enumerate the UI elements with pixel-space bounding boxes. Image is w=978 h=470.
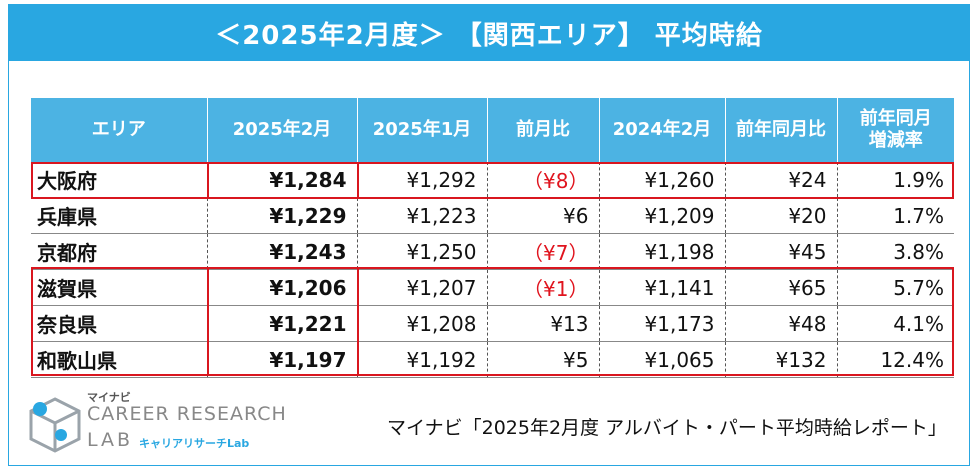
logo-kana-text: キャリアリサーチLab	[139, 437, 250, 450]
cell-yoy: ¥45	[725, 233, 838, 270]
cell-yoy-rate: 12.4%	[837, 341, 954, 378]
table-header-row: エリア 2025年2月 2025年1月 前月比 2024年2月 前年同月比 前年…	[31, 98, 954, 162]
cell-yoy-rate: 1.9%	[837, 162, 954, 198]
cell-yoy: ¥132	[725, 341, 838, 378]
cell-feb2025: ¥1,197	[207, 341, 358, 378]
table-row: 奈良県 ¥1,221 ¥1,208 ¥13 ¥1,173 ¥48 4.1%	[31, 305, 954, 342]
table-row: 和歌山県 ¥1,197 ¥1,192 ¥5 ¥1,065 ¥132 12.4%	[31, 341, 954, 378]
cell-feb2025: ¥1,229	[207, 197, 358, 234]
logo-lab-text: LAB	[87, 429, 134, 451]
cell-jan2025: ¥1,292	[357, 162, 488, 198]
cell-area: 滋賀県	[31, 269, 208, 306]
logo-brand-text: マイナビ	[87, 391, 131, 404]
cell-area: 京都府	[31, 233, 208, 270]
cell-yoy-rate: 5.7%	[837, 269, 954, 306]
table-row: 兵庫県 ¥1,229 ¥1,223 ¥6 ¥1,209 ¥20 1.7%	[31, 197, 954, 234]
career-research-lab-logo: マイナビ CAREER RESEARCH LAB キャリアリサーチLab	[27, 389, 287, 459]
wage-table: エリア 2025年2月 2025年1月 前月比 2024年2月 前年同月比 前年…	[31, 98, 954, 378]
cell-feb2025: ¥1,221	[207, 305, 358, 342]
cell-jan2025: ¥1,192	[357, 341, 488, 378]
cell-jan2025: ¥1,250	[357, 233, 488, 270]
cell-mom: （¥7）	[487, 233, 600, 270]
cell-feb2024: ¥1,209	[599, 197, 726, 234]
cell-feb2024: ¥1,198	[599, 233, 726, 270]
header-yoy: 前年同月比	[724, 98, 837, 162]
cell-yoy: ¥65	[725, 269, 838, 306]
cell-jan2025: ¥1,208	[357, 305, 488, 342]
cell-mom: （¥8）	[487, 162, 600, 198]
header-feb2025: 2025年2月	[206, 98, 357, 162]
table-row: 京都府 ¥1,243 ¥1,250 （¥7） ¥1,198 ¥45 3.8%	[31, 233, 954, 270]
cell-area: 和歌山県	[31, 341, 208, 378]
cell-feb2024: ¥1,065	[599, 341, 726, 378]
cell-mom: ¥6	[487, 197, 600, 234]
cell-area: 兵庫県	[31, 197, 208, 234]
header-mom: 前月比	[486, 98, 599, 162]
logo-main-text: CAREER RESEARCH	[87, 403, 287, 425]
cell-mom: ¥13	[487, 305, 600, 342]
cell-feb2025: ¥1,243	[207, 233, 358, 270]
table-row: 大阪府 ¥1,284 ¥1,292 （¥8） ¥1,260 ¥24 1.9%	[31, 162, 954, 198]
cell-feb2024: ¥1,173	[599, 305, 726, 342]
source-citation: マイナビ「2025年2月度 アルバイト・パート平均時給レポート」	[387, 417, 947, 439]
cube-logo-icon	[29, 397, 81, 453]
cell-yoy: ¥20	[725, 197, 838, 234]
cell-jan2025: ¥1,207	[357, 269, 488, 306]
cell-area: 奈良県	[31, 305, 208, 342]
header-feb2024: 2024年2月	[598, 98, 725, 162]
cell-mom: （¥1）	[487, 269, 600, 306]
header-jan2025: 2025年1月	[356, 98, 487, 162]
cell-mom: ¥5	[487, 341, 600, 378]
cell-yoy: ¥24	[725, 162, 838, 198]
cell-feb2024: ¥1,260	[599, 162, 726, 198]
header-area: エリア	[31, 98, 207, 162]
report-frame: ＜2025年2月度＞ 【関西エリア】 平均時給 エリア 2025年2月 2025…	[8, 4, 970, 466]
table-row: 滋賀県 ¥1,206 ¥1,207 （¥1） ¥1,141 ¥65 5.7%	[31, 269, 954, 306]
cell-feb2025: ¥1,284	[207, 162, 358, 198]
cell-yoy-rate: 1.7%	[837, 197, 954, 234]
cell-yoy-rate: 3.8%	[837, 233, 954, 270]
cell-area: 大阪府	[31, 162, 208, 198]
cell-yoy: ¥48	[725, 305, 838, 342]
cell-yoy-rate: 4.1%	[837, 305, 954, 342]
cell-jan2025: ¥1,223	[357, 197, 488, 234]
header-yoy-rate: 前年同月 増減率	[836, 98, 954, 162]
page-title: ＜2025年2月度＞ 【関西エリア】 平均時給	[9, 5, 969, 61]
cell-feb2024: ¥1,141	[599, 269, 726, 306]
cell-feb2025: ¥1,206	[207, 269, 358, 306]
